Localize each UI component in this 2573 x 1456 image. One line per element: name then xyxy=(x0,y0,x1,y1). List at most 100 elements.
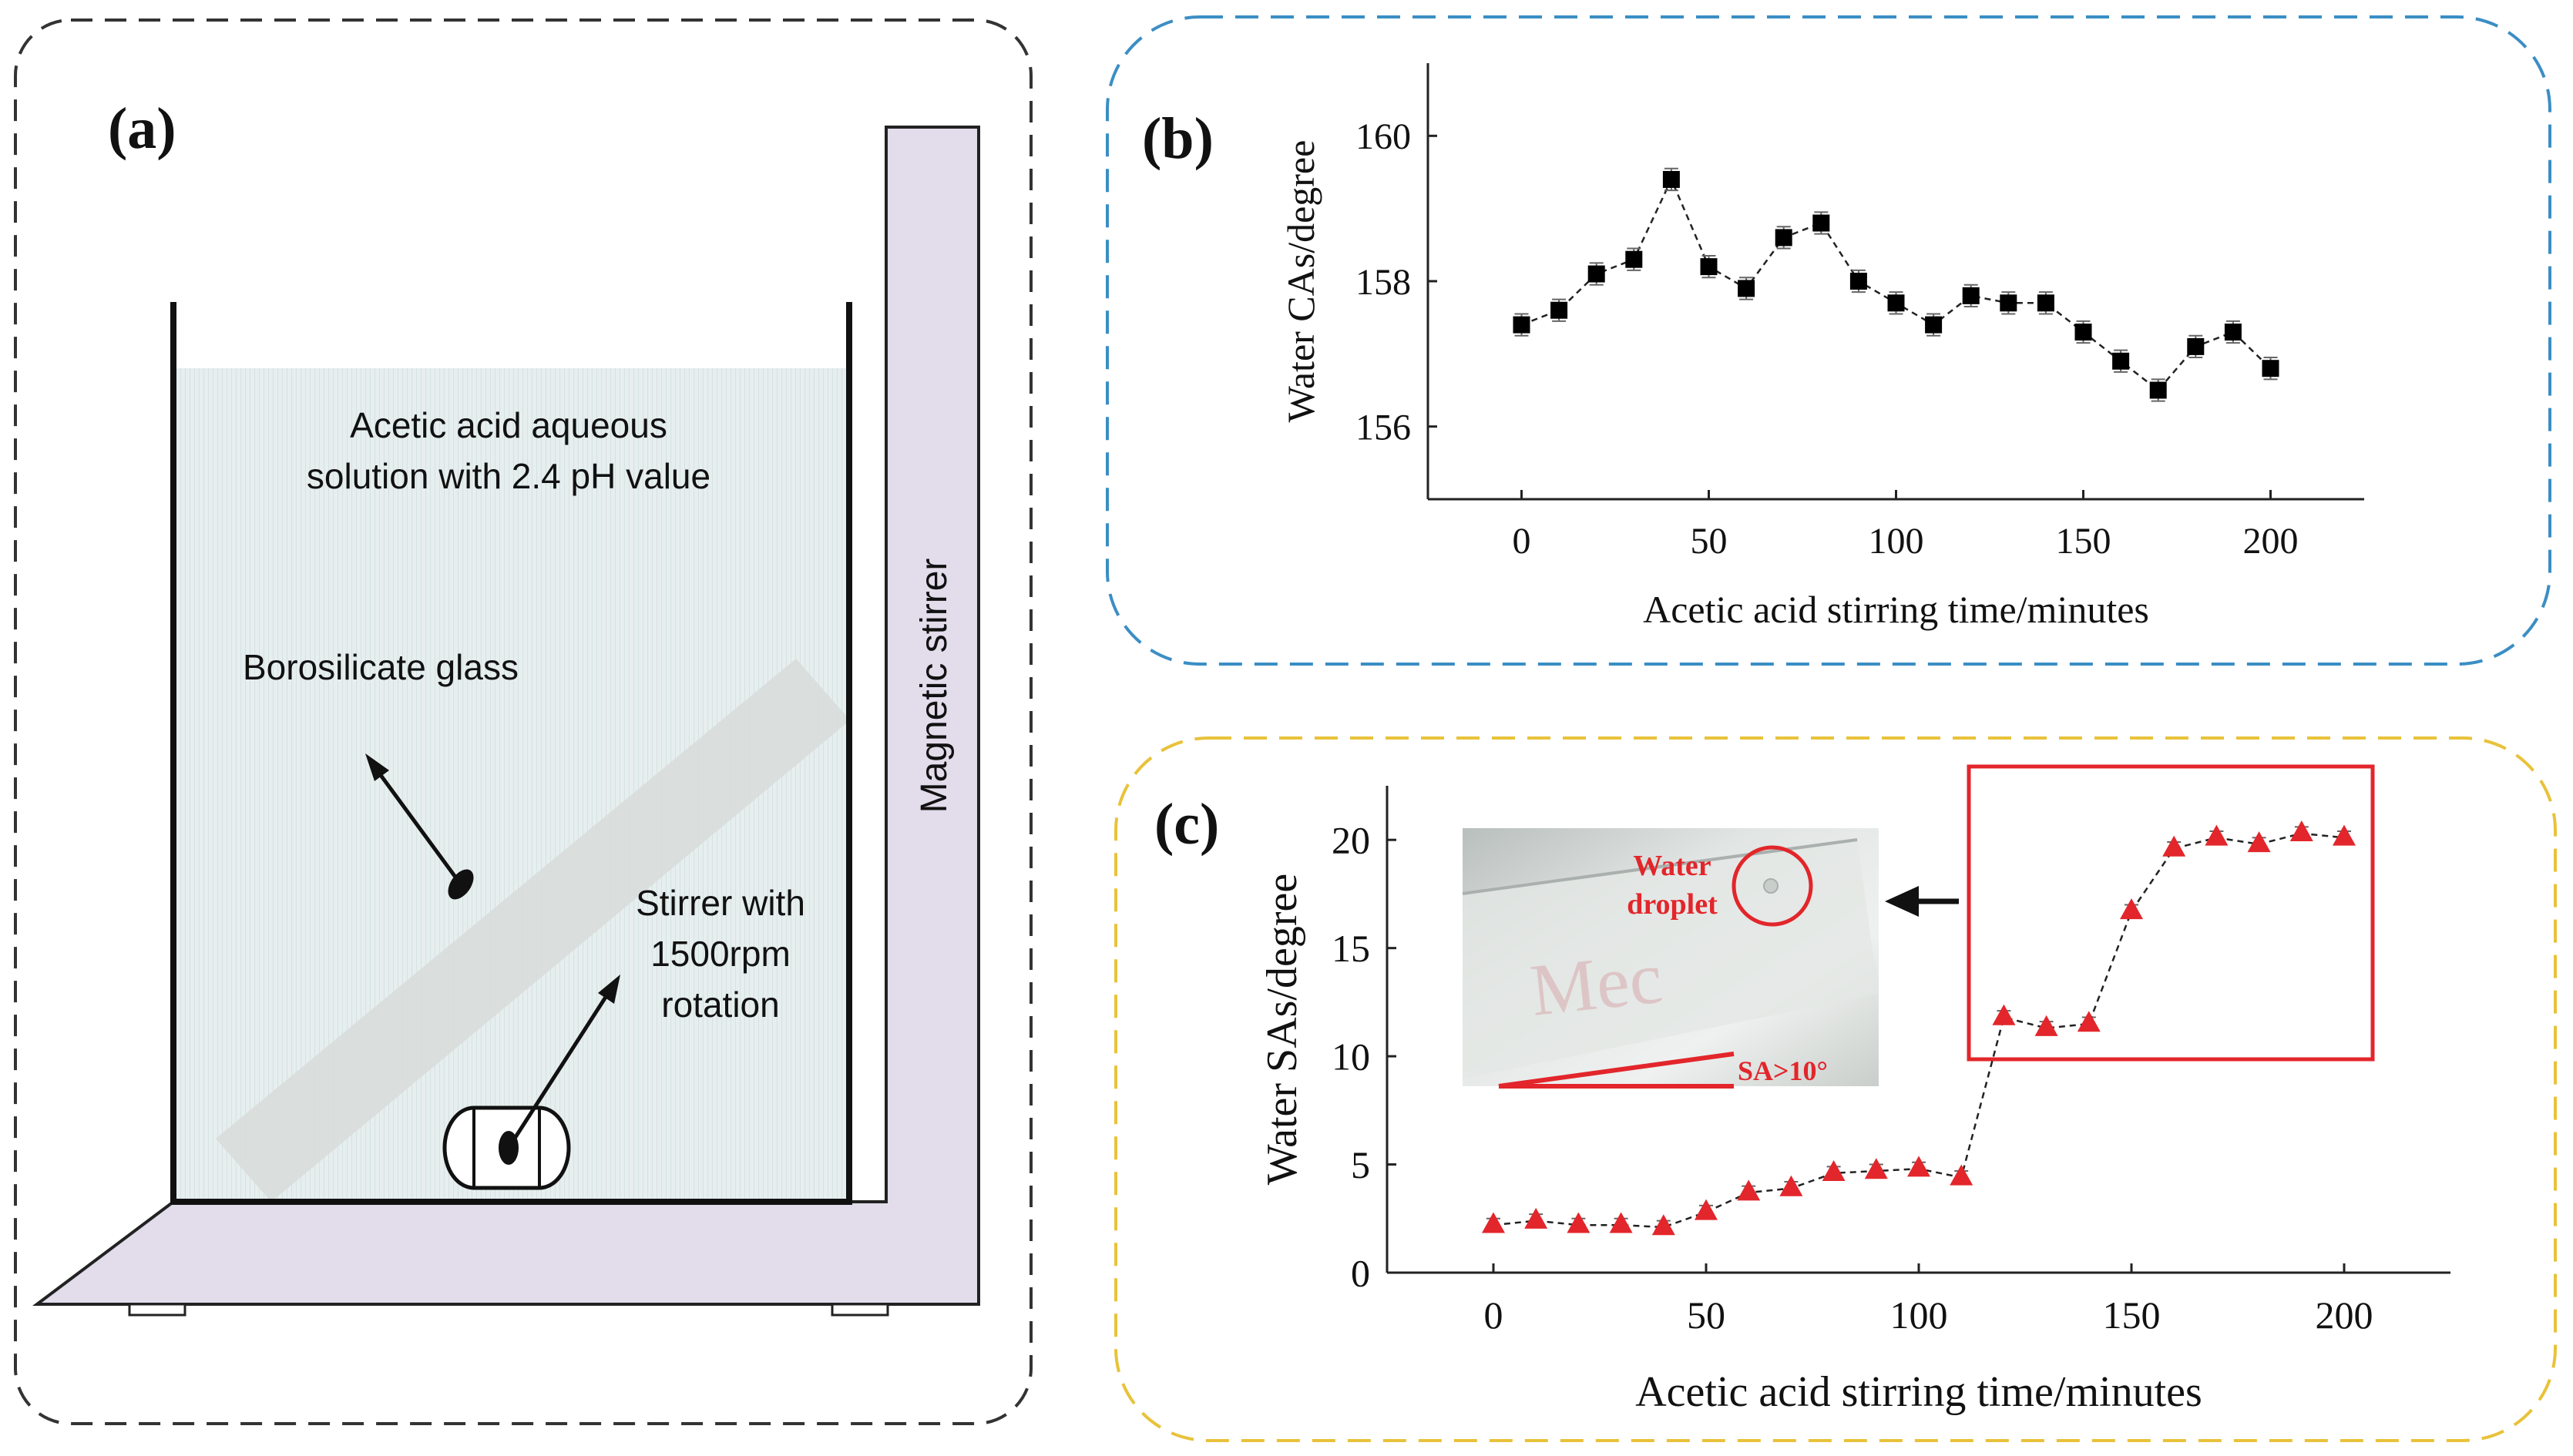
stirrer-arrow-line xyxy=(506,991,611,1149)
data-point xyxy=(1737,1179,1761,1201)
data-point xyxy=(1822,1160,1846,1182)
data-point xyxy=(1513,316,1530,334)
y-tick-label: 160 xyxy=(1355,116,1411,157)
data-point xyxy=(1700,258,1718,276)
panel-b-label: (b) xyxy=(1142,106,1214,171)
water-droplet-label-line1: Water xyxy=(1633,850,1711,882)
y-axis-label: Water CAs/degree xyxy=(1279,140,1322,423)
data-point xyxy=(1779,1175,1803,1196)
solution-label-line2: solution with 2.4 pH value xyxy=(307,456,710,496)
y-tick-label: 20 xyxy=(1332,819,1370,862)
data-point xyxy=(2162,835,2186,857)
series-line xyxy=(1521,176,2272,392)
x-tick-label: 200 xyxy=(2243,521,2299,562)
chart-c: 0 50 100 150 200 0 5 10 15 20 Acetic acid stirring… xyxy=(1258,786,2450,1416)
x-tick-label: 50 xyxy=(1687,1293,1725,1337)
x-tick-label: 150 xyxy=(2056,521,2111,562)
water-droplet xyxy=(1763,878,1779,894)
solution-label-line1: Acetic acid aqueous xyxy=(350,405,667,445)
data-point xyxy=(1887,294,1905,312)
y-tick-label: 156 xyxy=(1355,407,1411,448)
stirrer-arrowhead xyxy=(598,975,620,1004)
y-tick-label: 0 xyxy=(1351,1252,1370,1295)
data-point xyxy=(1567,1212,1590,1233)
data-point xyxy=(1925,316,1943,334)
highlight-box xyxy=(1967,764,2375,1062)
data-point xyxy=(1849,273,1867,290)
data-point xyxy=(1950,1164,1973,1186)
y-tick-label: 5 xyxy=(1351,1143,1370,1186)
inset-photo: Mec Water droplet SA>10° xyxy=(1462,828,1879,1089)
borosilicate-glass-slide xyxy=(216,659,850,1202)
data-point xyxy=(1587,265,1605,283)
chart-b: 0 50 100 150 200 156 158 160 Acetic acid stirrin… xyxy=(1279,63,2364,631)
data-point xyxy=(1695,1199,1718,1220)
y-tick-label: 10 xyxy=(1332,1035,1370,1079)
inset-glass-surface xyxy=(1463,840,1879,1079)
data-point xyxy=(1625,250,1643,268)
panel-b-frame xyxy=(1106,15,2551,666)
inset-watermark: Mec xyxy=(1527,936,1666,1032)
data-point xyxy=(2187,337,2205,355)
data-point xyxy=(1651,1214,1675,1236)
sliding-angle-top xyxy=(1498,1052,1735,1089)
panel-a: (a) Magnetic stirrer Acetic acid aqueous… xyxy=(14,18,1033,1425)
data-point xyxy=(1550,301,1568,319)
data-point xyxy=(2120,898,2143,920)
x-tick-label: 0 xyxy=(1513,521,1531,562)
data-point xyxy=(1775,229,1792,247)
y-tick-label: 158 xyxy=(1355,262,1411,303)
data-point xyxy=(1992,1004,2016,1025)
x-axis-label: Acetic acid stirring time/minutes xyxy=(1635,1368,2202,1416)
water-droplet-label-line2: droplet xyxy=(1627,888,1718,921)
data-point xyxy=(2112,352,2130,370)
stirrer-label-line2: 1500rpm xyxy=(650,934,791,974)
data-point xyxy=(2205,824,2229,846)
magnetic-stirrer-label: Magnetic stirrer xyxy=(914,559,955,814)
data-point xyxy=(2037,294,2054,312)
x-axis-label: Acetic acid stirring time/minutes xyxy=(1643,588,2149,631)
data-point xyxy=(2333,824,2356,846)
base-foot-right xyxy=(831,1303,889,1317)
stirrer-bar xyxy=(442,1105,571,1190)
y-axis-label: Water SAs/degree xyxy=(1258,874,1306,1185)
data-point xyxy=(2262,360,2279,377)
data-point xyxy=(1609,1212,1633,1233)
data-point xyxy=(2000,294,2017,312)
data-point xyxy=(1907,1156,1930,1177)
stirrer-label-line3: rotation xyxy=(661,985,779,1025)
data-point xyxy=(2247,831,2271,853)
panel-a-label: (a) xyxy=(108,96,176,161)
data-point xyxy=(1864,1158,1888,1179)
base-foot-left xyxy=(128,1303,186,1317)
stirrer-label-line1: Stirrer with xyxy=(636,883,805,923)
x-tick-label: 50 xyxy=(1691,521,1728,562)
data-point xyxy=(2224,324,2242,341)
inset-arrowhead xyxy=(1885,886,1919,917)
inset-glass-edge xyxy=(1462,838,1858,895)
data-point xyxy=(2077,1011,2101,1032)
panel-c-label: (c) xyxy=(1154,792,1219,857)
x-tick-label: 150 xyxy=(2103,1293,2161,1337)
data-point xyxy=(2149,381,2167,399)
data-point xyxy=(1738,280,1755,297)
x-tick-label: 0 xyxy=(1484,1293,1503,1337)
data-point xyxy=(1962,287,1980,304)
data-point xyxy=(1812,214,1830,232)
glass-arrow-line xyxy=(374,767,463,886)
data-point xyxy=(1524,1207,1548,1229)
water-droplet-circle xyxy=(1732,845,1813,927)
y-tick-label: 15 xyxy=(1332,927,1370,970)
x-tick-label: 100 xyxy=(1890,1293,1948,1337)
glass-arrowhead xyxy=(365,753,389,781)
glass-arrow-dot xyxy=(448,869,474,900)
data-point xyxy=(1662,170,1680,188)
x-tick-label: 200 xyxy=(2316,1293,2373,1337)
sliding-angle-label: SA>10° xyxy=(1738,1055,1828,1086)
panel-a-frame xyxy=(14,18,1033,1425)
x-tick-label: 100 xyxy=(1869,521,1924,562)
data-point xyxy=(1482,1212,1505,1233)
data-point xyxy=(2034,1015,2058,1036)
panel-c: (c) Mec Water droplet SA>10° 0 50 100 150 20… xyxy=(1114,736,2557,1442)
